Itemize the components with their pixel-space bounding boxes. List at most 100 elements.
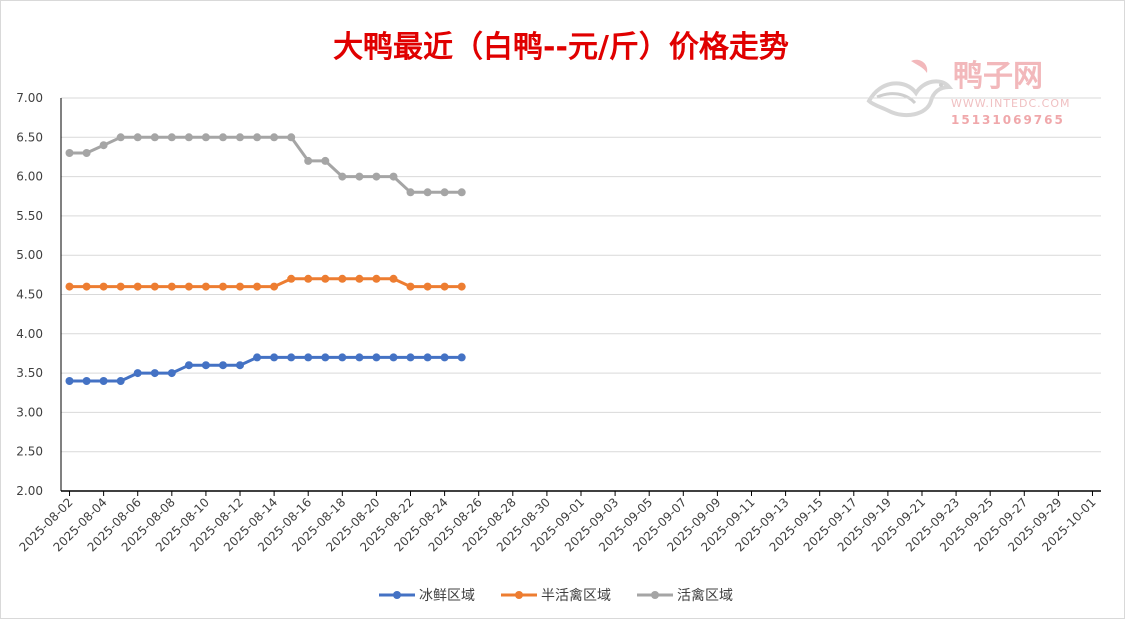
watermark-url: WWW.INTEDC.COM: [951, 97, 1070, 110]
y-tick-label: 2.50: [16, 445, 43, 459]
data-point: [65, 282, 74, 291]
data-point: [184, 361, 193, 370]
data-point: [167, 133, 176, 142]
data-point: [82, 149, 91, 157]
legend-item: 活禽区域: [637, 587, 733, 604]
data-point: [321, 156, 330, 165]
x-axis-ticks: 2025-08-022025-08-042025-08-062025-08-08…: [16, 491, 1099, 554]
data-point: [423, 188, 432, 197]
data-point: [133, 282, 142, 291]
legend-item: 半活禽区域: [501, 587, 611, 604]
data-point: [440, 353, 449, 362]
chart-title: 大鸭最近（白鸭--元/斤）价格走势: [333, 30, 789, 65]
data-point: [389, 353, 398, 362]
series-活禽区域: [65, 133, 466, 197]
data-point: [99, 282, 108, 291]
watermark-logo: 鸭子网 WWW.INTEDC.COM 15131069765: [866, 59, 1070, 127]
data-point: [457, 188, 466, 197]
data-point: [236, 361, 244, 370]
series-line: [68, 277, 464, 289]
data-point: [355, 353, 364, 362]
y-tick-label: 4.00: [16, 327, 43, 341]
data-point: [150, 282, 159, 291]
data-point: [338, 172, 347, 181]
data-point: [304, 274, 313, 283]
data-point: [440, 282, 449, 291]
y-axis-ticks: 7.00 6.50 6.00 5.50 5.00 4.50 4.00 3.50 3.00 2.50…: [16, 91, 43, 498]
data-point: [253, 133, 262, 142]
legend-label: 活禽区域: [677, 587, 733, 604]
data-point: [184, 282, 193, 291]
data-point: [338, 353, 347, 362]
data-point: [133, 369, 142, 378]
series-半活禽区域: [65, 274, 466, 291]
legend-swatch-marker: [651, 591, 659, 599]
data-point: [457, 282, 466, 291]
y-tick-label: 3.00: [16, 405, 43, 419]
data-point: [355, 172, 364, 181]
gridlines: [61, 97, 1101, 453]
data-point: [389, 274, 398, 283]
data-point: [304, 156, 313, 165]
data-point: [219, 282, 227, 291]
y-tick-label: 7.00: [16, 91, 43, 105]
y-tick-label: 3.50: [16, 366, 43, 380]
y-tick-label: 5.50: [16, 209, 43, 223]
legend: 冰鲜区域 半活禽区域 活禽区域: [379, 587, 733, 604]
data-point: [150, 133, 159, 142]
data-point: [82, 282, 91, 291]
data-point: [201, 133, 210, 142]
data-point: [167, 282, 176, 291]
legend-item: 冰鲜区域: [379, 588, 475, 604]
data-point: [287, 274, 296, 283]
series-lines: [65, 133, 466, 385]
data-point: [270, 353, 279, 362]
data-point: [389, 172, 398, 181]
data-point: [253, 282, 262, 291]
data-point: [236, 133, 244, 142]
data-point: [304, 353, 313, 362]
data-point: [201, 282, 210, 291]
data-point: [65, 377, 74, 385]
data-point: [406, 282, 415, 291]
data-point: [372, 353, 381, 362]
watermark-phone: 15131069765: [951, 113, 1065, 127]
duck-logo-icon: [866, 59, 954, 118]
data-point: [65, 149, 74, 157]
data-point: [372, 172, 381, 181]
data-point: [406, 353, 415, 362]
y-tick-label: 5.00: [16, 248, 43, 262]
data-point: [287, 353, 296, 362]
y-tick-label: 4.50: [16, 288, 43, 302]
data-point: [236, 282, 244, 291]
data-point: [82, 377, 91, 385]
data-point: [99, 141, 108, 150]
data-point: [372, 274, 381, 283]
data-point: [219, 361, 227, 370]
watermark-brand: 鸭子网: [953, 59, 1043, 94]
data-point: [116, 282, 125, 291]
legend-label: 半活禽区域: [541, 587, 611, 604]
data-point: [270, 282, 279, 291]
data-point: [270, 133, 279, 142]
data-point: [253, 353, 262, 362]
data-point: [321, 353, 330, 362]
data-point: [99, 377, 108, 385]
data-point: [287, 133, 296, 142]
data-point: [201, 361, 210, 370]
data-point: [133, 133, 142, 142]
data-point: [321, 274, 330, 283]
legend-swatch-marker: [515, 591, 523, 599]
data-point: [150, 369, 159, 378]
data-point: [116, 377, 125, 385]
data-point: [440, 188, 449, 197]
legend-label: 冰鲜区域: [419, 588, 475, 604]
legend-swatch-marker: [393, 591, 401, 599]
y-tick-label: 2.00: [16, 484, 43, 498]
data-point: [423, 282, 432, 291]
data-point: [338, 274, 347, 283]
data-point: [457, 353, 466, 362]
data-point: [116, 133, 125, 142]
